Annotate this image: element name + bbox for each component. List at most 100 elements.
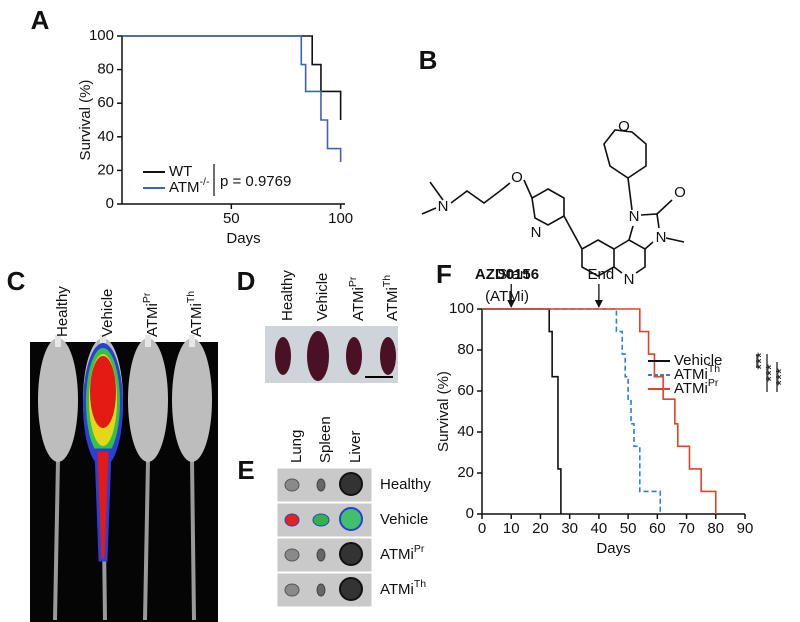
kidney [307, 331, 329, 381]
y-tick-label: 100 [89, 27, 114, 44]
legend-label-sup: -/- [200, 176, 210, 188]
y-tick-label: 80 [97, 61, 114, 78]
legend-label-sup: Pr [708, 377, 719, 389]
x-tick-label: 30 [561, 520, 578, 537]
mouse-body [172, 338, 212, 462]
group-label: ATMiPr [347, 276, 367, 321]
y-axis-label: Survival (%) [435, 371, 452, 452]
x-tick-label: 0 [478, 520, 486, 537]
legend-label-main: Vehicle [674, 352, 722, 369]
survival-curve [482, 308, 562, 514]
atom-label: N [629, 208, 640, 225]
atom-label: N [656, 229, 667, 246]
y-tick-label: 80 [457, 341, 474, 358]
group-label: ATMiTh [185, 291, 205, 337]
panel-letter: F [436, 259, 452, 289]
ear-tag [100, 335, 106, 347]
x-tick-label: 40 [591, 520, 608, 537]
group-label-main: ATMi [350, 287, 367, 321]
bond [523, 179, 533, 199]
spleen [316, 548, 326, 562]
panel-letter: B [419, 45, 438, 75]
group-label-main: Healthy [279, 270, 296, 321]
group-label: ATMiPr [380, 543, 425, 563]
kidney [275, 337, 291, 375]
legend-label-main: WT [169, 163, 192, 180]
liver [339, 577, 363, 601]
ear-tag [55, 335, 61, 347]
tail [190, 459, 196, 621]
x-tick-label: 20 [532, 520, 549, 537]
mouse-body [128, 338, 168, 462]
marker-label: Start [497, 266, 530, 283]
group-label-main: ATMi [144, 303, 161, 337]
group-label-main: Vehicle [99, 289, 116, 337]
y-tick-label: 0 [106, 195, 114, 212]
group-label: ATMiPr [141, 292, 161, 337]
organ-label: Lung [288, 430, 305, 463]
liver [339, 542, 363, 566]
group-label: Vehicle [99, 289, 116, 337]
atom-label: O [618, 118, 630, 135]
x-tick-label: 50 [223, 210, 240, 227]
spleen [312, 513, 330, 527]
group-label-main: Vehicle [380, 511, 428, 528]
liver [339, 507, 363, 531]
group-label-sup: Pr [347, 276, 359, 287]
legend-label-main: ATMi [674, 366, 708, 383]
y-tick-label: 60 [97, 94, 114, 111]
p-value: p = 0.9769 [220, 173, 291, 190]
ear-tag [145, 335, 151, 347]
group-label: ATMiTh [380, 578, 426, 598]
molecule [421, 129, 685, 277]
x-tick-label: 60 [649, 520, 666, 537]
y-tick-label: 40 [97, 128, 114, 145]
group-label: ATMiTh [381, 275, 401, 321]
panel-letter: E [237, 455, 254, 485]
group-label-sup: Pr [141, 292, 153, 303]
x-axis-label: Days [596, 540, 630, 557]
group-label-main: ATMi [384, 287, 401, 321]
group-label: Vehicle [314, 273, 331, 321]
legend-label: WT [169, 163, 192, 180]
group-label-main: ATMi [380, 546, 414, 563]
y-tick-label: 40 [457, 423, 474, 440]
atom-label: O [511, 169, 523, 186]
x-tick-label: 80 [707, 520, 724, 537]
group-label-main: Vehicle [314, 273, 331, 321]
panel-letter: D [237, 266, 256, 296]
arrow-head [507, 300, 516, 308]
survival-curve [122, 35, 342, 120]
significance-label: *** [773, 368, 790, 386]
bond [613, 266, 623, 274]
bond [429, 181, 444, 201]
lung [284, 478, 300, 492]
survival-curve [122, 35, 342, 162]
bond [628, 225, 634, 241]
y-tick-label: 0 [466, 505, 474, 522]
legend-label: ATMiTh [674, 363, 720, 383]
survival-curve [482, 308, 662, 514]
ring [531, 188, 565, 226]
legend-label: ATMiPr [674, 377, 719, 397]
bond [421, 207, 437, 215]
x-tick-label: 70 [678, 520, 695, 537]
group-label: Healthy [54, 286, 71, 337]
y-tick-label: 60 [457, 382, 474, 399]
legend-label: Vehicle [674, 352, 722, 369]
lung [284, 548, 300, 562]
compound-name: AZD0156 [475, 266, 539, 283]
compound-subtitle: (ATMi) [485, 288, 529, 305]
bond [665, 237, 685, 243]
group-label-sup: Th [381, 275, 393, 287]
panel-letter: C [7, 266, 26, 296]
bond [450, 182, 511, 204]
organ-label: Spleen [317, 416, 334, 463]
legend-label-main: ATMi [674, 380, 708, 397]
bond [627, 177, 633, 211]
lung [284, 583, 300, 597]
survival-curve [482, 308, 717, 514]
legend-label: ATM-/- [169, 176, 210, 196]
group-label: Healthy [380, 476, 431, 493]
bond [644, 241, 654, 250]
